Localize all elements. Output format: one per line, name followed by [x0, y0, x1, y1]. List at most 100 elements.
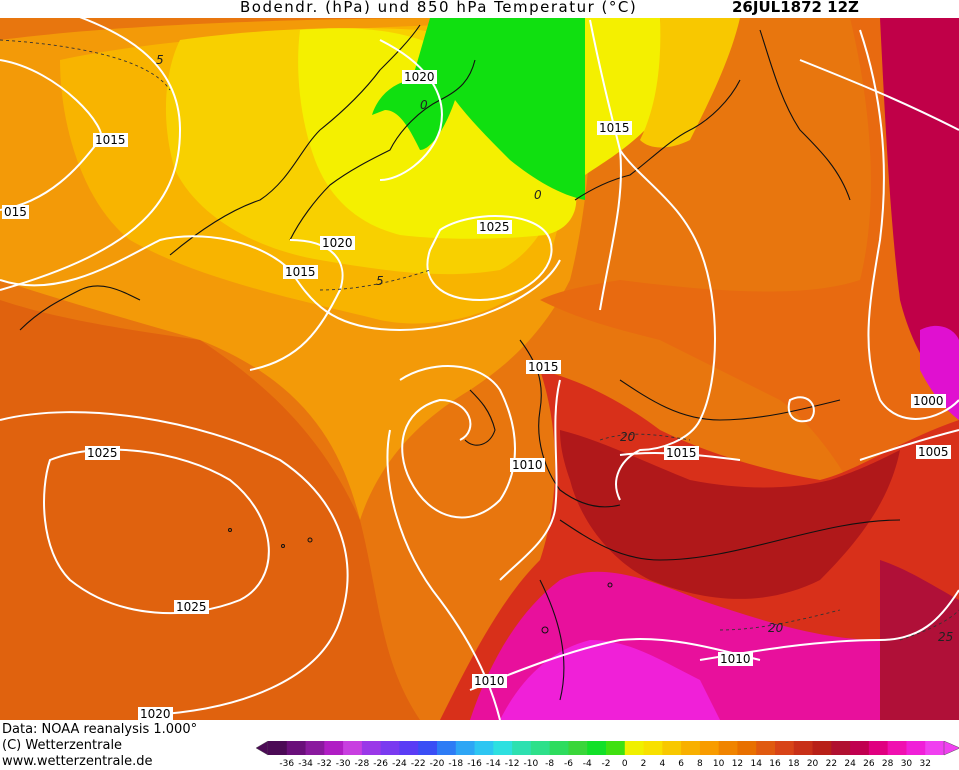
colorbar-swatch	[737, 741, 757, 755]
colorbar-tick-label: 28	[881, 759, 894, 769]
colorbar-swatch	[606, 741, 626, 755]
colorbar-swatch	[343, 741, 363, 755]
colorbar-swatch	[718, 741, 738, 755]
colorbar-arrow-left	[256, 741, 269, 756]
colorbar-tick-label: 0	[621, 759, 628, 769]
isobar-label-1020-greenland: 1020	[320, 236, 355, 250]
colorbar-swatch	[380, 741, 400, 755]
copyright-text: (C) Wetterzentrale	[2, 738, 123, 753]
isobars	[0, 18, 959, 720]
colorbar-tick-label: -14	[485, 759, 501, 769]
colorbar-tick-label: 26	[863, 759, 875, 769]
temperature-colorbar	[256, 741, 959, 756]
colorbar-swatch	[831, 741, 851, 755]
colorbar-tick-label: 24	[844, 759, 856, 769]
colorbar-tick-label: 30	[900, 759, 913, 769]
colorbar-swatch	[418, 741, 438, 755]
colorbar-swatch	[474, 741, 494, 755]
colorbar-swatch	[324, 741, 344, 755]
temp-field-green	[372, 18, 585, 200]
colorbar-tick-label: 10	[712, 759, 725, 769]
colorbar-swatch	[530, 741, 551, 755]
isobar-label-1025-west-high: 1025	[85, 446, 120, 460]
colorbar-swatch	[305, 741, 325, 755]
temp-field-ne-yellow	[585, 18, 662, 175]
isobar-label-1015-greenland: 1015	[283, 265, 318, 279]
colorbar-swatch	[850, 741, 870, 755]
colorbar-swatch	[455, 741, 476, 755]
colorbar-tick-label: -18	[448, 759, 464, 769]
colorbar-swatch	[399, 741, 419, 755]
colorbar-tick-label: 6	[678, 759, 684, 769]
isobar-label-1015-northwest: 1015	[93, 133, 128, 147]
map-svg	[0, 18, 959, 720]
colorbar-tick-label: -12	[504, 759, 520, 769]
map-datetime: 26JUL1872 12Z	[732, 0, 859, 16]
colorbar-tick-label: 8	[697, 759, 703, 769]
isotherm-label-20-mediterranean: 20	[768, 621, 784, 635]
isotherm-label-5-northwest: 5	[156, 53, 164, 67]
colorbar-tick-label: 4	[659, 759, 666, 769]
colorbar-swatch	[268, 741, 288, 755]
isobar-label-1010-mediterranean: 1010	[718, 652, 753, 666]
isotherms	[0, 39, 959, 641]
colorbar-tick-label: -26	[373, 759, 389, 769]
isobar-label-1015-norway: 1015	[597, 121, 632, 135]
isobar-label-1025-south-high: 1025	[174, 600, 209, 614]
isotherm-label-0-norway: 0	[534, 188, 542, 202]
coastlines	[19, 24, 901, 701]
isobar-label-1010-biscay: 1010	[510, 458, 545, 472]
colorbar-swatch	[681, 741, 701, 755]
colorbar-tick-label: -24	[392, 759, 407, 769]
colorbar-tick-label: -6	[563, 759, 573, 769]
colorbar-tick-label: -8	[545, 759, 555, 769]
data-source-text: Data: NOAA reanalysis 1.000°	[2, 722, 198, 737]
colorbar-tick-label: -4	[582, 759, 592, 769]
colorbar-tick-label: -32	[316, 759, 332, 769]
islands	[228, 528, 613, 634]
colorbar-swatch	[756, 741, 776, 755]
colorbar-swatch	[286, 741, 307, 755]
isotherm-label-0-greenland: 0	[420, 98, 428, 112]
temp-field-east-magenta	[920, 325, 959, 420]
temp-field-se-crimson	[880, 560, 959, 720]
isobar-label-1005-east: 1005	[916, 445, 951, 459]
isotherm-label-25-east: 25	[938, 630, 954, 644]
website-link[interactable]: www.wetterzentrale.de	[2, 754, 153, 769]
temp-field-south-pink	[500, 640, 720, 720]
colorbar-tick-label: -2	[601, 759, 611, 769]
isobar-label-1025-north-atlantic: 1025	[477, 220, 512, 234]
temp-field-europe	[540, 18, 959, 520]
colorbar-tick-label: -36	[279, 759, 295, 769]
colorbar-swatch	[793, 741, 814, 755]
colorbar-tick-label: 20	[806, 759, 819, 769]
isobar-label-015-west: 015	[2, 205, 29, 219]
colorbar-arrow-right	[943, 741, 959, 756]
colorbar-tick-label: 2	[640, 759, 647, 769]
colorbar-swatch	[662, 741, 682, 755]
colorbar-tick-label: -22	[410, 759, 426, 769]
temp-field-west	[0, 300, 420, 720]
temp-field-ne-yellow2	[640, 18, 740, 148]
colorbar-tick-label: -10	[523, 759, 539, 769]
colorbar-swatch	[868, 741, 889, 755]
colorbar-tick-label: -28	[354, 759, 370, 769]
weather-map: 1020 1015 015 1020 1015 1025 1015 1015 1…	[0, 18, 959, 720]
colorbar-tick-label: 32	[919, 759, 931, 769]
isobar-label-1020-southwest: 1020	[138, 707, 173, 720]
colorbar-swatch	[437, 741, 457, 755]
map-title: Bodendr. (hPa) und 850 hPa Temperatur (°…	[240, 0, 638, 16]
colorbar-tick-label: -16	[467, 759, 482, 769]
colorbar-tick-label: 14	[750, 759, 762, 769]
colorbar-tick-label: -20	[429, 759, 445, 769]
isobar-label-1010-africa: 1010	[472, 674, 507, 688]
colorbar-swatch	[643, 741, 663, 755]
isobar-label-1000-east: 1000	[911, 394, 946, 408]
temp-field-dark-red	[560, 430, 900, 599]
colorbar-swatch	[624, 741, 645, 755]
isotherm-label-5-atlantic: 5	[376, 274, 384, 288]
colorbar-swatch	[887, 741, 907, 755]
colorbar-tick-label: 18	[788, 759, 800, 769]
colorbar-tick-label: -34	[298, 759, 313, 769]
colorbar-swatch	[812, 741, 832, 755]
